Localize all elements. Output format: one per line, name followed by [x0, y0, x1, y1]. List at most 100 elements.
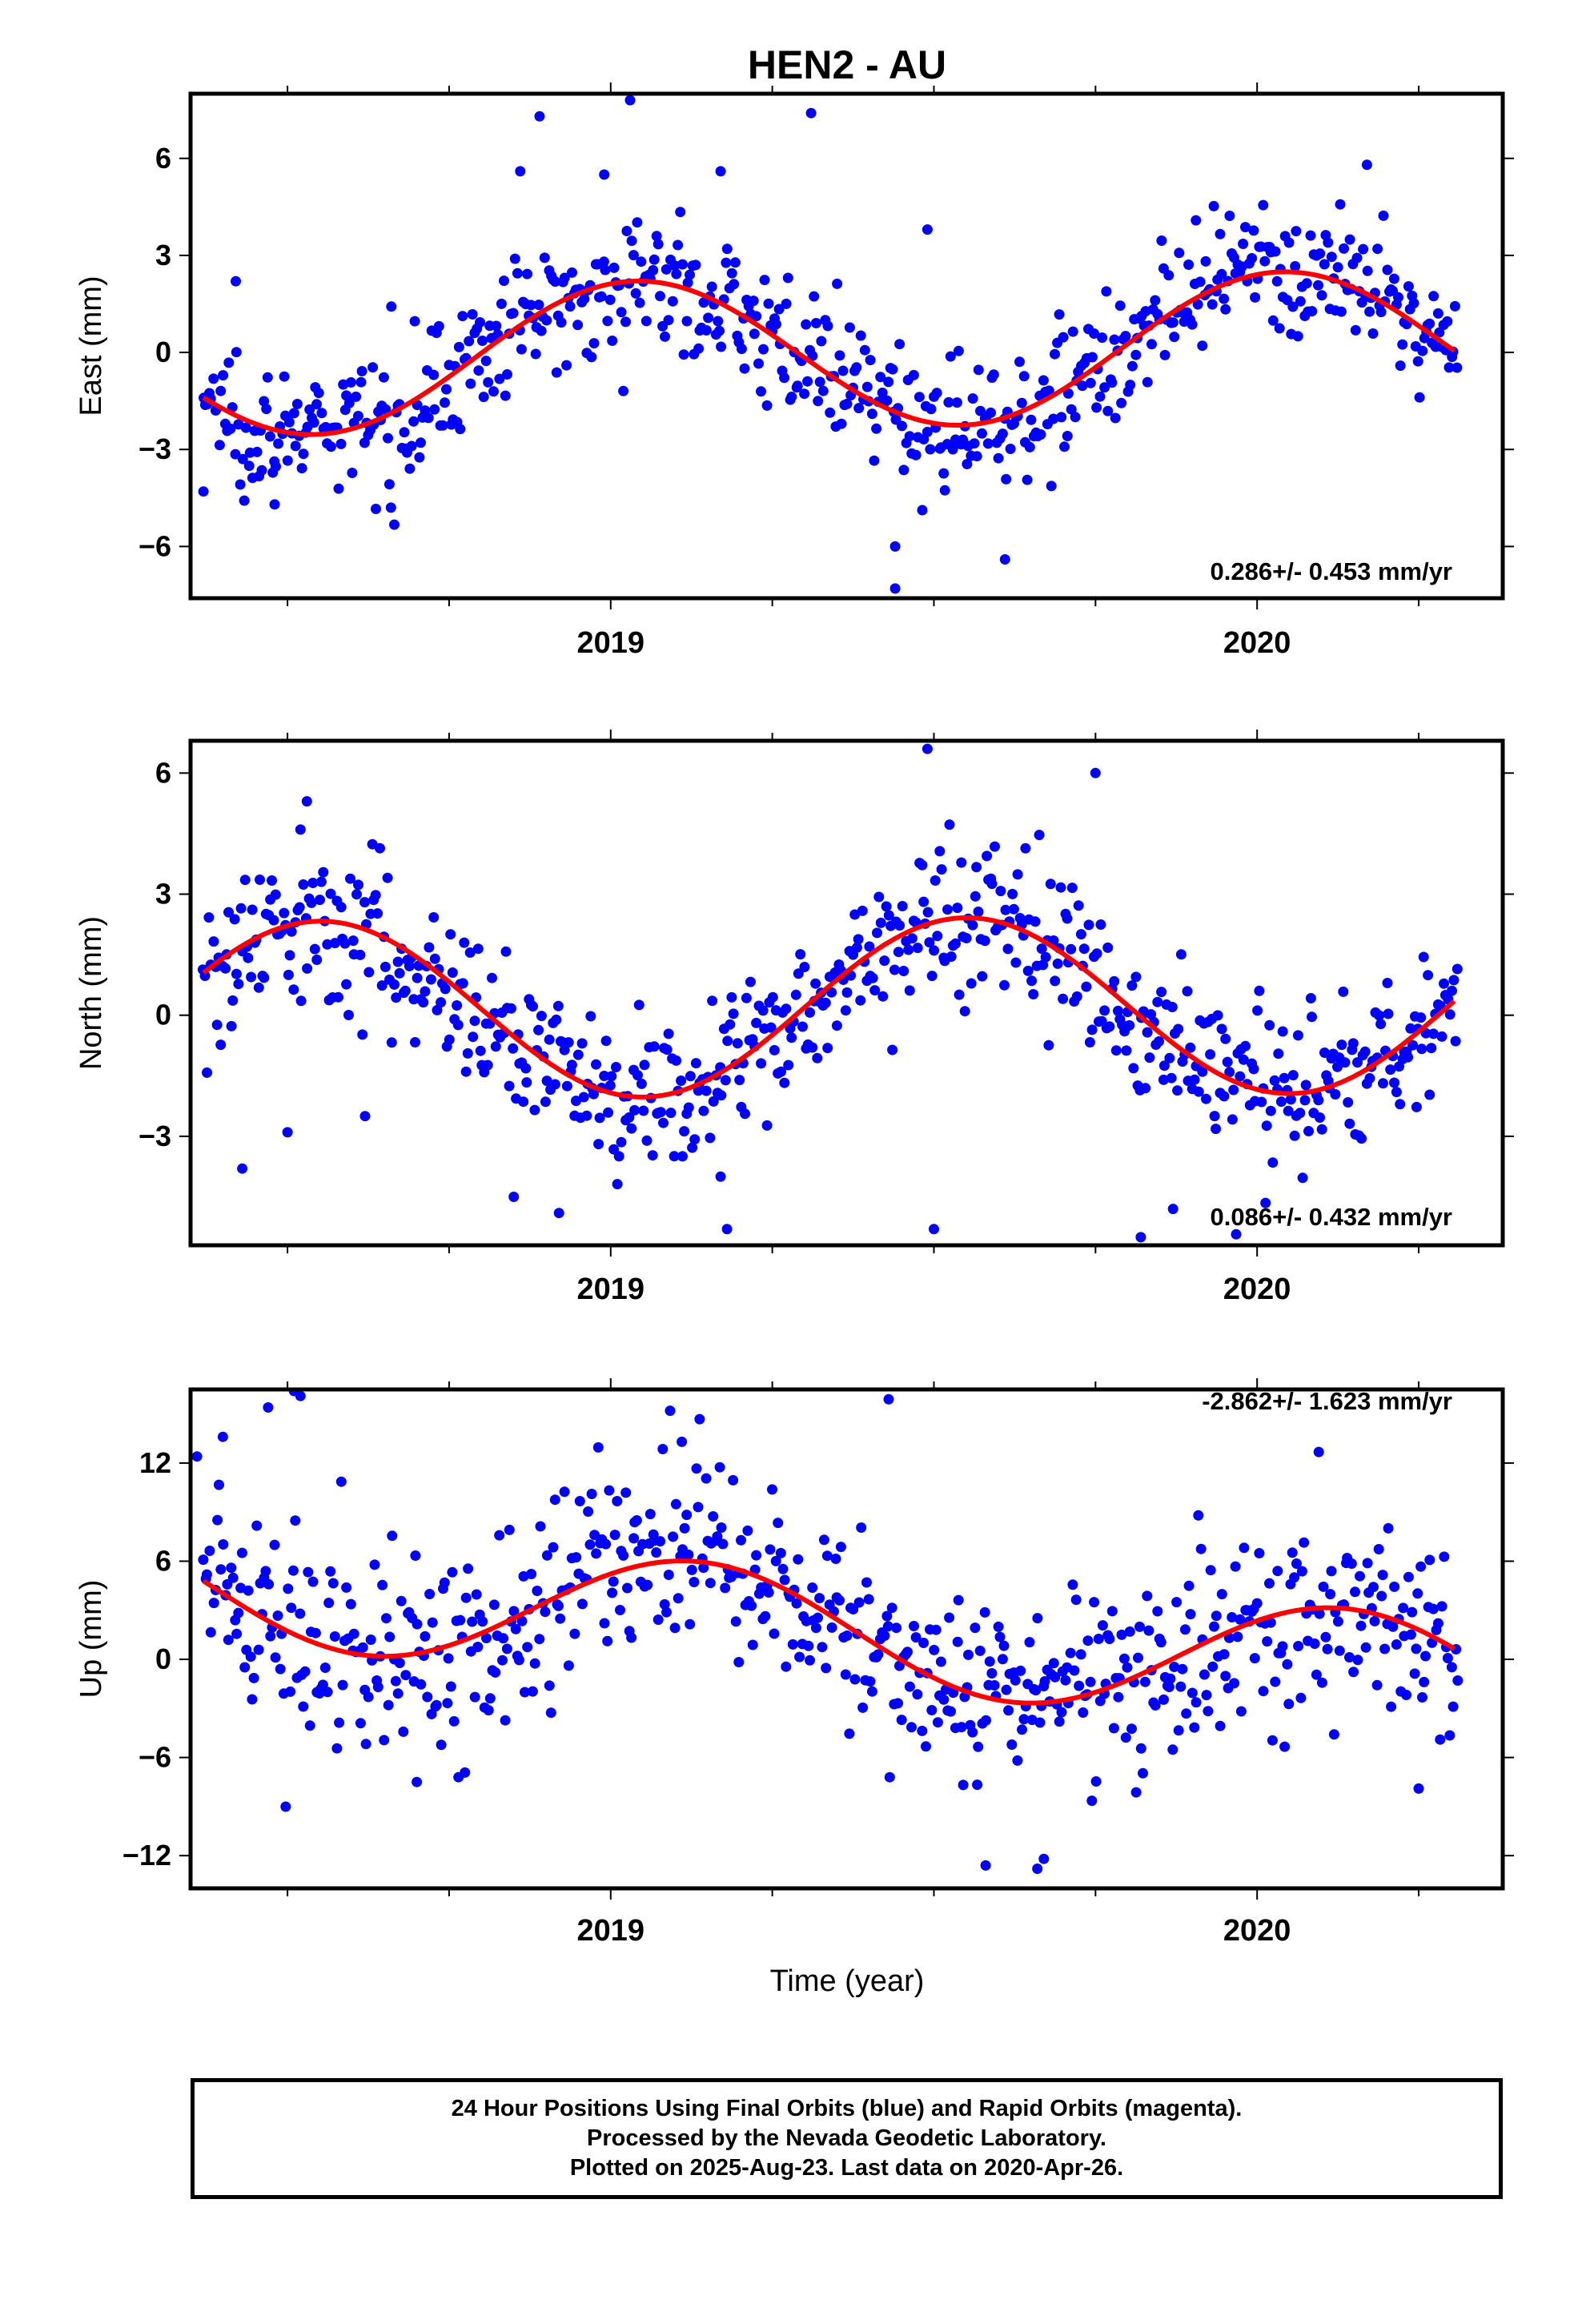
data-point	[967, 1727, 978, 1738]
data-point	[1173, 1023, 1184, 1035]
data-point	[693, 1085, 704, 1096]
data-point	[1287, 1070, 1299, 1081]
data-point	[251, 1520, 263, 1531]
data-point	[765, 1022, 777, 1033]
data-point	[239, 495, 250, 506]
data-point	[602, 316, 613, 327]
data-point	[408, 416, 420, 427]
data-point	[545, 1707, 556, 1719]
data-point	[548, 1542, 559, 1553]
data-point	[504, 1524, 515, 1535]
data-point	[805, 107, 817, 119]
data-point	[1122, 1662, 1133, 1673]
data-point	[1038, 375, 1049, 386]
data-point	[541, 1076, 552, 1087]
data-point	[1007, 888, 1018, 899]
data-point	[683, 1549, 694, 1560]
data-point	[1273, 1048, 1284, 1059]
data-point	[1442, 316, 1453, 327]
data-point	[795, 949, 806, 960]
data-point	[821, 1550, 833, 1562]
data-point	[689, 1577, 700, 1587]
data-point	[467, 1616, 478, 1627]
data-point	[791, 1598, 802, 1609]
data-point	[1120, 331, 1131, 342]
data-point	[999, 554, 1010, 565]
data-point	[608, 262, 620, 273]
data-point	[767, 991, 778, 1003]
rate-label: 0.286+/- 0.453 mm/yr	[1211, 557, 1452, 585]
data-point	[651, 1547, 662, 1558]
data-point	[1436, 1601, 1447, 1612]
data-point	[705, 1132, 716, 1144]
data-point	[866, 1686, 877, 1697]
data-point	[473, 365, 484, 376]
data-point	[1193, 1510, 1204, 1521]
data-point	[357, 1029, 368, 1040]
data-point	[279, 907, 290, 919]
data-point	[460, 1767, 471, 1778]
data-point	[335, 902, 347, 913]
data-point	[588, 338, 600, 349]
y-tick-label: −12	[122, 1839, 171, 1872]
data-point	[930, 875, 941, 886]
data-point	[433, 320, 444, 332]
y-axis-label: Up (mm)	[74, 1580, 108, 1699]
data-point	[553, 1208, 564, 1219]
data-point	[359, 437, 370, 448]
data-point	[494, 373, 505, 384]
data-point	[237, 453, 248, 464]
data-point	[736, 1534, 746, 1546]
model-curve	[202, 269, 1456, 437]
data-point	[377, 1579, 388, 1590]
data-point	[924, 937, 935, 948]
data-point	[606, 1071, 617, 1082]
data-point	[502, 369, 512, 380]
data-point	[1270, 1676, 1281, 1687]
data-point	[442, 1698, 453, 1709]
data-point	[813, 396, 824, 407]
data-point	[494, 1530, 505, 1541]
data-point	[685, 1618, 696, 1630]
data-point	[1248, 1063, 1259, 1075]
data-point	[1335, 199, 1346, 210]
data-point	[1065, 1647, 1076, 1659]
data-point	[621, 226, 632, 236]
data-point	[613, 1151, 624, 1162]
data-point	[440, 983, 451, 995]
data-point	[974, 1645, 986, 1656]
data-point	[1391, 1639, 1402, 1650]
data-point	[463, 1563, 474, 1574]
data-point	[981, 1715, 991, 1726]
east-panel: −6 −3 0 3 6 2019 2020 East (mm) 0.286+/- 0.453 m…	[74, 82, 1514, 660]
data-point	[1121, 1045, 1132, 1056]
data-point	[315, 895, 325, 906]
data-point	[773, 304, 785, 315]
data-point	[1135, 1232, 1146, 1243]
data-point	[533, 1024, 544, 1035]
data-point	[648, 254, 660, 265]
data-point	[379, 961, 391, 972]
data-point	[869, 455, 880, 466]
data-point	[733, 1657, 745, 1667]
data-point	[1216, 1023, 1227, 1035]
data-point	[925, 444, 936, 455]
data-point	[319, 1663, 331, 1673]
data-point	[797, 1021, 808, 1032]
data-point	[559, 1486, 570, 1498]
data-point	[612, 1179, 623, 1190]
data-point	[761, 1120, 773, 1131]
data-point	[477, 1616, 488, 1627]
data-point	[1186, 1687, 1198, 1699]
data-point	[226, 1020, 237, 1031]
data-point	[564, 301, 576, 312]
data-point	[1086, 1795, 1098, 1807]
data-point	[1260, 1197, 1271, 1208]
data-point	[1452, 1675, 1464, 1686]
data-point	[830, 1554, 841, 1564]
data-point	[1332, 262, 1343, 273]
data-point	[1018, 1714, 1030, 1725]
data-point	[982, 438, 994, 449]
data-point	[290, 1515, 301, 1526]
data-point	[1250, 292, 1261, 303]
